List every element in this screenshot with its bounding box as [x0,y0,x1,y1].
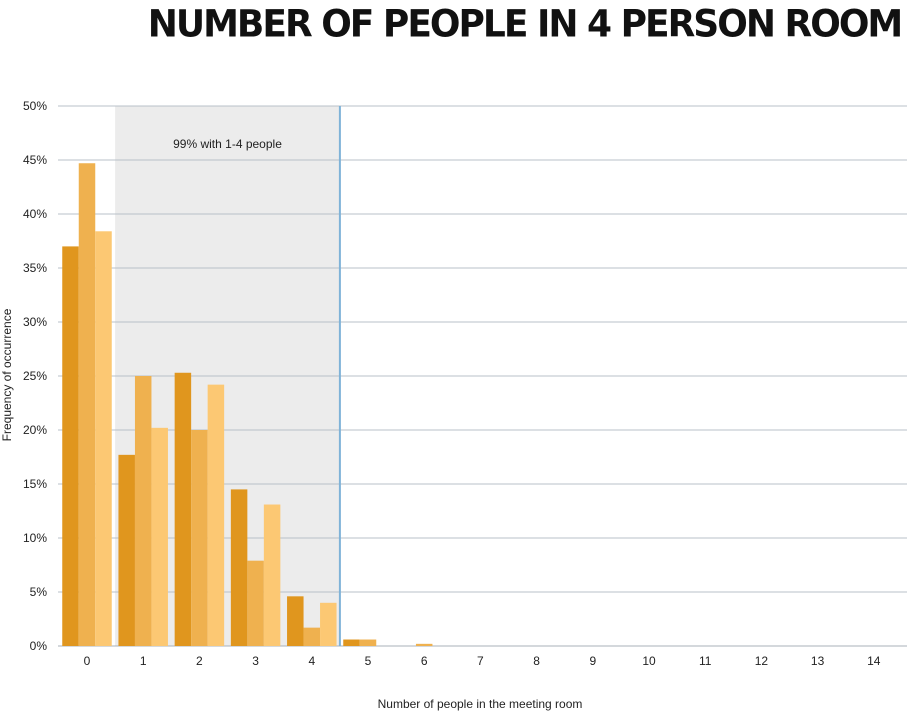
bar [134,376,152,646]
y-tick-label: 5% [30,585,48,599]
x-tick-label: 11 [699,654,712,668]
bar [287,596,304,646]
y-tick-label: 0% [30,639,48,653]
y-tick-label: 15% [23,477,47,491]
x-tick-label: 3 [252,654,259,668]
bar [174,372,192,646]
x-axis-title: Number of people in the meeting room [378,697,583,711]
bar [207,384,225,646]
x-tick-label: 2 [196,654,203,668]
x-tick-label: 0 [84,654,91,668]
bar [62,246,79,646]
x-tick-label: 9 [589,654,596,668]
y-axis-title: Frequency of occurrence [0,308,14,441]
x-tick-label: 7 [477,654,484,668]
bar [359,639,377,646]
bar [78,163,96,647]
x-tick-label: 8 [533,654,540,668]
x-tick-label: 13 [811,654,825,668]
bar [320,602,337,646]
bar [118,454,135,646]
y-tick-label: 25% [23,369,47,383]
bar [247,560,264,646]
y-tick-label: 50% [23,99,47,113]
y-tick-label: 45% [23,153,47,167]
x-tick-label: 6 [421,654,428,668]
bar [415,643,433,646]
chart-title: NUMBER OF PEOPLE IN 4 PERSON ROOM [147,2,904,47]
x-tick-label: 14 [867,654,881,668]
y-tick-label: 40% [23,207,47,221]
y-tick-label: 30% [23,315,47,329]
x-tick-label: 4 [308,654,315,668]
bar [303,627,321,646]
y-tick-label: 20% [23,423,47,437]
bar [151,427,168,646]
bar [263,504,281,646]
bar [95,231,112,646]
x-tick-label: 1 [140,654,147,668]
bar [343,639,360,646]
x-tick-label: 10 [642,654,656,668]
bar [230,489,248,646]
x-tick-label: 12 [755,654,769,668]
x-tick-label: 5 [365,654,372,668]
y-tick-label: 10% [23,531,47,545]
y-tick-label: 35% [23,261,47,275]
annotation-label: 99% with 1-4 people [173,137,282,151]
bar [191,430,208,646]
